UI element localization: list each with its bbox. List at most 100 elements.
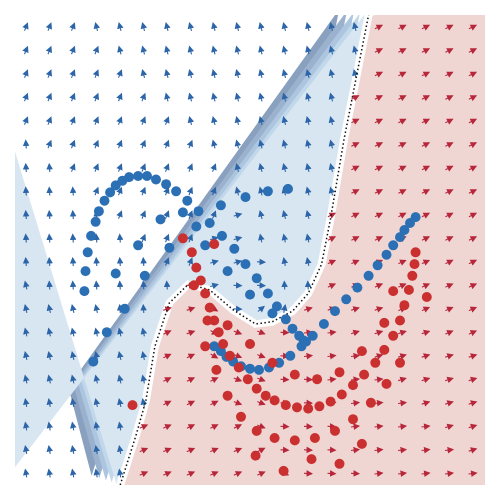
class0-point xyxy=(105,187,116,198)
gradient-arrow xyxy=(421,376,431,384)
gradient-arrow xyxy=(69,139,76,149)
gradient-arrow xyxy=(421,400,431,407)
gradient-arrow xyxy=(139,92,146,102)
gradient-arrow xyxy=(445,142,454,149)
gradient-arrow xyxy=(305,69,312,79)
gradient-arrow xyxy=(257,399,266,406)
gradient-arrow xyxy=(210,282,219,290)
class0-point xyxy=(307,330,318,341)
class1-point xyxy=(330,425,340,436)
gradient-arrow xyxy=(69,233,77,243)
gradient-arrow xyxy=(23,374,30,384)
class0-point xyxy=(82,247,93,258)
class0-point xyxy=(229,243,240,254)
gradient-arrow xyxy=(22,69,29,78)
gradient-arrow xyxy=(328,69,336,79)
gradient-arrow xyxy=(350,423,361,430)
class1-point xyxy=(314,401,325,412)
gradient-arrow xyxy=(139,210,146,219)
class0-point xyxy=(296,341,307,352)
gradient-arrow xyxy=(233,328,243,336)
class1-point xyxy=(348,414,358,425)
gradient-arrow xyxy=(187,116,195,126)
gradient-arrow xyxy=(257,471,266,478)
gradient-arrow xyxy=(445,353,454,360)
gradient-arrow xyxy=(444,470,455,477)
gradient-arrow xyxy=(23,421,30,431)
class0-point xyxy=(330,306,340,317)
class0-point xyxy=(372,260,383,271)
gradient-arrow xyxy=(116,280,124,290)
gradient-arrow xyxy=(305,257,312,267)
gradient-arrow xyxy=(93,327,101,337)
gradient-arrow xyxy=(164,92,171,102)
gradient-arrow xyxy=(257,447,266,454)
gradient-arrow xyxy=(69,116,76,125)
gradient-arrow xyxy=(421,24,431,31)
gradient-arrow xyxy=(445,376,454,384)
gradient-arrow xyxy=(22,186,30,196)
class0-point xyxy=(217,230,227,241)
gradient-arrow xyxy=(116,163,123,172)
gradient-arrow xyxy=(233,235,243,243)
gradient-arrow xyxy=(93,445,101,454)
gradient-arrow xyxy=(257,328,266,336)
gradient-arrow xyxy=(187,69,195,79)
gradient-arrow xyxy=(304,306,313,313)
gradient-arrow xyxy=(468,259,478,266)
gradient-arrow xyxy=(374,165,384,172)
gradient-arrow xyxy=(421,470,431,477)
gradient-arrow xyxy=(468,447,478,454)
gradient-arrow xyxy=(468,71,478,78)
gradient-arrow xyxy=(398,71,407,78)
class1-point xyxy=(218,339,229,349)
gradient-arrow xyxy=(398,189,407,196)
gradient-arrow xyxy=(45,22,52,31)
gradient-arrow xyxy=(281,22,289,32)
class0-point xyxy=(283,183,293,194)
gradient-arrow xyxy=(45,45,52,55)
class1-point xyxy=(204,302,215,313)
class1-point xyxy=(245,339,255,349)
gradient-arrow xyxy=(116,139,123,149)
gradient-arrow xyxy=(421,236,431,243)
gradient-arrow xyxy=(45,92,52,102)
gradient-arrow xyxy=(421,71,431,78)
gradient-arrow xyxy=(445,400,454,407)
gradient-arrow xyxy=(468,330,478,337)
gradient-arrow xyxy=(258,139,265,149)
gradient-arrow xyxy=(398,376,407,384)
gradient-arrow xyxy=(234,116,242,126)
gradient-arrow xyxy=(117,327,124,337)
gradient-arrow xyxy=(116,116,123,125)
gradient-arrow xyxy=(445,48,454,55)
class1-point xyxy=(325,396,336,407)
gradient-arrow xyxy=(468,306,478,313)
gradient-arrow xyxy=(328,163,336,173)
gradient-arrow xyxy=(398,48,407,55)
class1-point xyxy=(213,327,224,338)
gradient-arrow xyxy=(116,256,124,267)
class0-point xyxy=(251,273,262,284)
gradient-arrow xyxy=(305,210,312,220)
gradient-arrow xyxy=(328,92,336,102)
gradient-arrow xyxy=(140,327,148,337)
gradient-arrow xyxy=(163,186,170,196)
gradient-arrow xyxy=(351,236,360,243)
gradient-arrow xyxy=(163,471,172,478)
gradient-arrow xyxy=(46,162,53,173)
gradient-arrow xyxy=(117,22,124,32)
class0-point xyxy=(86,230,97,241)
gradient-arrow xyxy=(186,353,196,360)
gradient-arrow xyxy=(22,233,30,243)
gradient-arrow xyxy=(164,22,171,32)
class1-point xyxy=(260,390,271,401)
gradient-arrow xyxy=(93,280,100,290)
class0-point xyxy=(381,249,392,260)
gradient-arrow xyxy=(210,471,219,478)
gradient-arrow xyxy=(139,163,146,172)
gradient-arrow xyxy=(92,92,99,102)
gradient-arrow xyxy=(445,330,454,337)
gradient-arrow xyxy=(116,69,123,78)
gradient-arrow xyxy=(327,376,337,383)
